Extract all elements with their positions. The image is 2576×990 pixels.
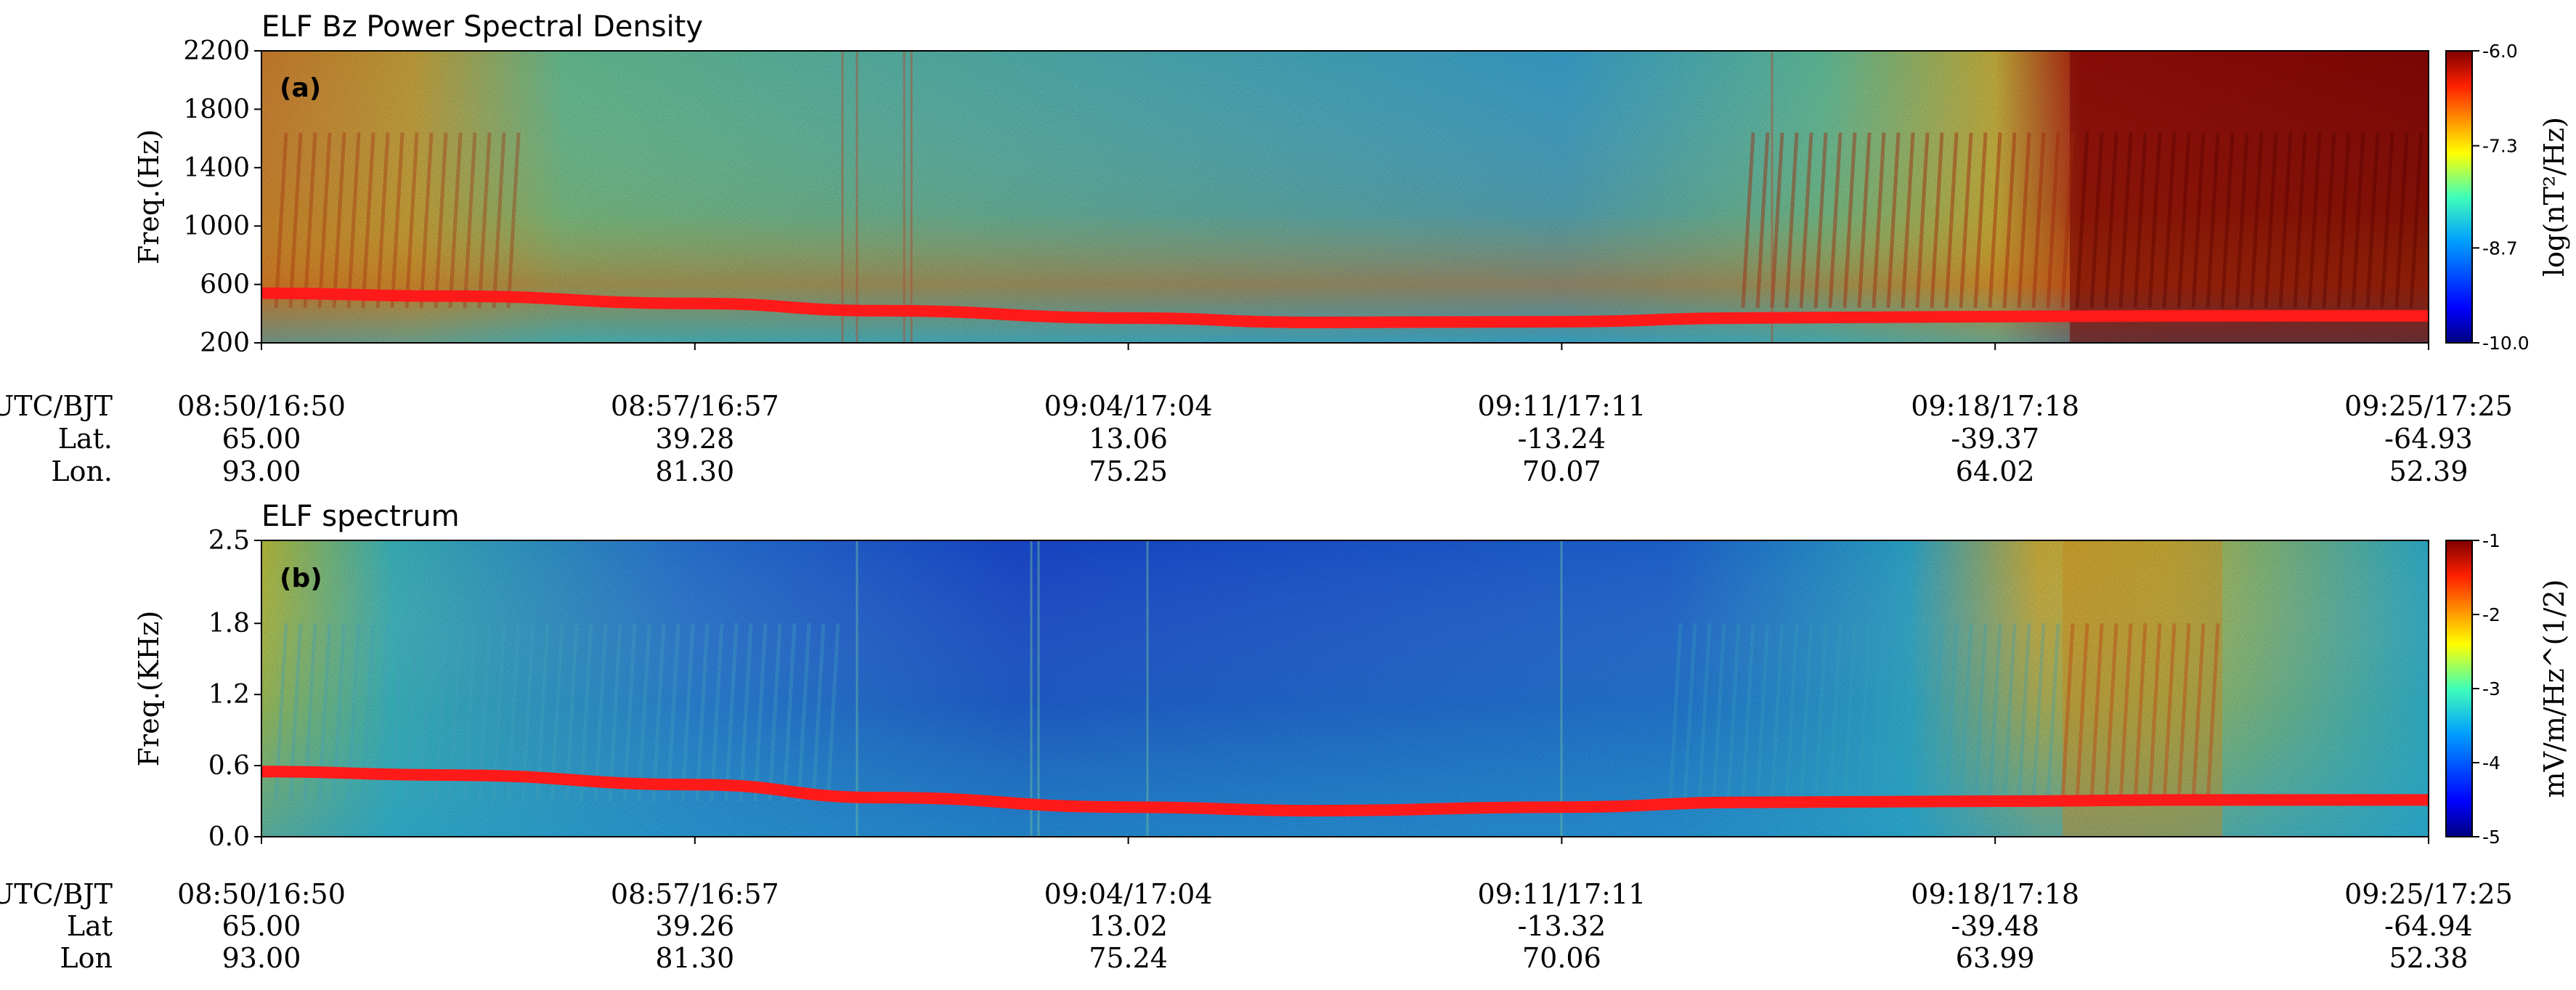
panel-b-title: ELF spectrum [261, 500, 460, 533]
x-tick-value: 81.30 [655, 455, 734, 487]
x-tick-value: 65.00 [222, 423, 301, 455]
y-tick-label: 1.8 [208, 609, 250, 638]
panel-a-y-ticks: 2200 1800 1400 1000 600 200 [183, 36, 261, 358]
panel-b-plot-area [261, 540, 2429, 837]
x-tick-value: 09:11/17:11 [1477, 878, 1646, 910]
colorbar-tick-label: -10.0 [2482, 333, 2530, 354]
x-tick-value: 09:18/17:18 [1911, 878, 2079, 910]
panel-b-label: (b) [280, 564, 322, 593]
y-tick-label: 1800 [183, 94, 250, 124]
colorbar-tick-label: -8.7 [2482, 238, 2518, 259]
panel-a-frame [261, 50, 2429, 344]
colorbar-tick-label: -4 [2482, 752, 2500, 774]
x-tick-value: 09:18/17:18 [1911, 390, 2079, 422]
x-row-label: Lon [60, 942, 113, 974]
colorbar-tick-label: -2 [2482, 604, 2500, 625]
x-tick-value: 09:11/17:11 [1477, 390, 1646, 422]
x-tick-value: 75.25 [1089, 455, 1168, 487]
panel-b-colorbar-label: mV/m/Hz^(1/2) [2538, 580, 2570, 798]
x-tick-value: 39.26 [655, 910, 734, 942]
y-tick-label: 0.0 [208, 822, 250, 852]
panel-a-colorbar [2445, 50, 2473, 344]
panel-a-colorbar-label: log(nT²/Hz) [2538, 117, 2570, 277]
panel-b-frame [261, 540, 2429, 837]
x-tick-value: 09:04/17:04 [1044, 878, 1213, 910]
x-tick-value: -39.48 [1951, 910, 2039, 942]
x-tick-value: 81.30 [655, 942, 734, 974]
x-tick-value: 65.00 [222, 910, 301, 942]
y-tick-label: 1.2 [208, 680, 250, 710]
y-tick-label: 2200 [183, 36, 250, 66]
y-tick-label: 200 [200, 328, 250, 358]
panel-a-plot-area [261, 51, 2429, 343]
x-tick-value: 52.39 [2389, 455, 2469, 487]
x-tick-value: 93.00 [222, 942, 301, 974]
x-tick-value: -64.93 [2384, 423, 2473, 455]
panel-b-y-ticks: 2.5 1.8 1.2 0.6 0.0 [208, 526, 261, 852]
x-row-label: Lat [67, 910, 113, 942]
colorbar-tick-label: -6.0 [2482, 41, 2518, 62]
panel-a-label: (a) [280, 73, 321, 103]
x-tick-value: -13.24 [1518, 423, 1606, 455]
x-tick-value: 63.99 [1956, 942, 2035, 974]
x-row-label: Lon. [51, 455, 113, 487]
x-tick-value: 93.00 [222, 455, 301, 487]
y-tick-label: 600 [200, 270, 250, 300]
x-row-label: Lat. [58, 423, 113, 455]
x-tick-value: 09:04/17:04 [1044, 390, 1213, 422]
x-tick-value: 70.07 [1522, 455, 1601, 487]
panel-b-colorbar-ticks: -1 -2 -3 -4 -5 [2472, 530, 2500, 848]
x-tick-value: -13.32 [1518, 910, 1606, 942]
x-tick-value: 08:57/16:57 [611, 878, 779, 910]
x-tick-value: -64.94 [2384, 910, 2473, 942]
colorbar-tick-label: -7.3 [2482, 136, 2518, 157]
x-tick-value: 08:50/16:50 [177, 390, 346, 422]
x-tick-value: 08:50/16:50 [177, 878, 346, 910]
panel-a-colorbar-ticks: -6.0 -7.3 -8.7 -10.0 [2472, 41, 2530, 354]
panel-a-noise-texture [261, 51, 2429, 343]
panel-b-series-line [261, 766, 2429, 817]
panel-a-title: ELF Bz Power Spectral Density [261, 10, 703, 44]
colorbar-tick-label: -5 [2482, 827, 2500, 848]
x-tick-value: 70.06 [1522, 942, 1601, 974]
x-tick-value: 08:57/16:57 [611, 390, 779, 422]
y-tick-label: 1400 [183, 153, 250, 183]
y-tick-label: 2.5 [208, 526, 250, 556]
x-tick-value: 52.38 [2389, 942, 2469, 974]
panel-b-y-axis-label: Freq.(KHz) [133, 611, 165, 767]
x-tick-value: 64.02 [1956, 455, 2035, 487]
panel-a-series-line [261, 287, 2429, 328]
panel-a-y-axis-label: Freq.(Hz) [133, 129, 165, 264]
x-tick-value: 09:25/17:25 [2344, 878, 2513, 910]
y-tick-label: 0.6 [208, 751, 250, 781]
x-tick-value: 13.02 [1089, 910, 1168, 942]
colorbar-tick-label: -3 [2482, 678, 2500, 699]
x-tick-value: 75.24 [1089, 942, 1168, 974]
y-tick-label: 1000 [183, 211, 250, 241]
x-row-label: UTC/BJT [0, 390, 113, 422]
x-tick-value: 39.28 [655, 423, 734, 455]
x-row-label: UTC/BJT [0, 878, 113, 910]
x-tick-value: 09:25/17:25 [2344, 390, 2513, 422]
panel-b-colorbar [2445, 540, 2473, 837]
x-tick-value: 13.06 [1089, 423, 1168, 455]
x-tick-value: -39.37 [1951, 423, 2039, 455]
colorbar-tick-label: -1 [2482, 530, 2500, 551]
panel-b-noise-texture [261, 540, 2429, 837]
